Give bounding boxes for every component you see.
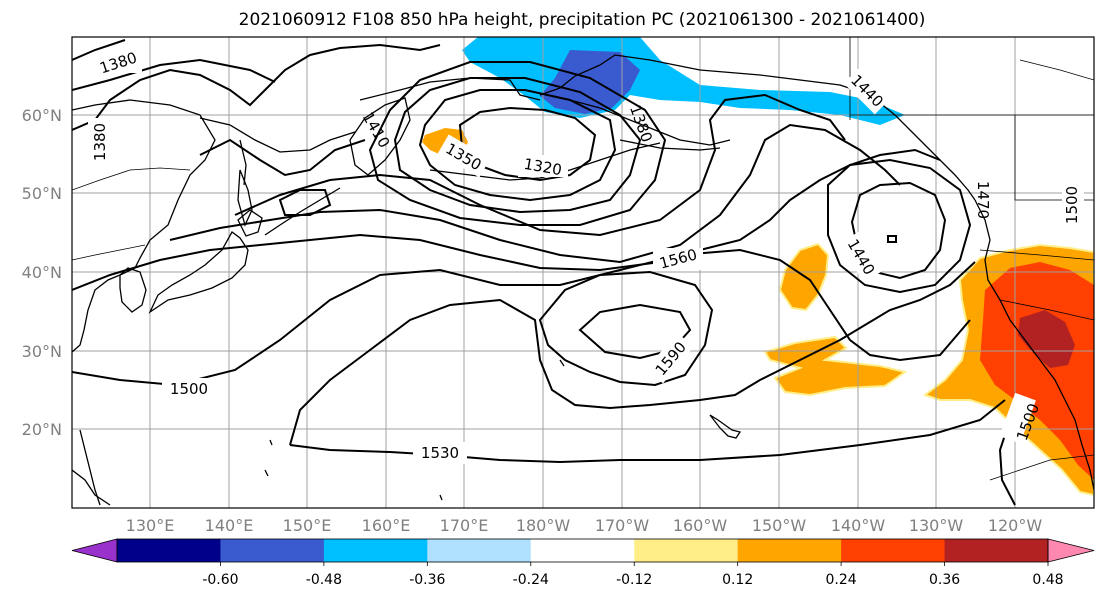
lon-label: 140°W <box>831 516 886 535</box>
colorbar-tick-label: -0.48 <box>306 572 342 588</box>
longitude-labels: 130°E 140°E 150°E 160°E 170°E 180°W 170°… <box>126 516 1043 535</box>
map-frame <box>71 36 1095 509</box>
colorbar: -0.60 -0.48 -0.36 -0.24 -0.12 0.12 0.24 0.36 0.4… <box>71 538 1095 588</box>
lat-label: 40°N <box>22 263 62 282</box>
contour-label: 1380 <box>91 123 109 161</box>
contour-label: 1500 <box>170 380 208 398</box>
lon-label: 120°W <box>988 516 1043 535</box>
colorbar-tick-label: 0.12 <box>722 572 753 588</box>
contour-label: 1470 <box>974 181 992 219</box>
height-contours <box>72 39 1016 506</box>
lat-label: 30°N <box>22 342 62 361</box>
colorbar-bin <box>117 539 221 562</box>
lon-label: 160°E <box>362 516 411 535</box>
colorbar-tick-label: 0.48 <box>1032 572 1063 588</box>
lon-label: 140°E <box>205 516 254 535</box>
colorbar-tick-label: -0.60 <box>202 572 238 588</box>
map-title: 2021060912 F108 850 hPa height, precipit… <box>239 10 926 30</box>
colorbar-bin <box>841 539 946 562</box>
colorbar-bin <box>427 539 532 562</box>
contour-label: 1530 <box>421 444 459 462</box>
colorbar-tick-label: -0.12 <box>616 572 652 588</box>
lat-label: 20°N <box>22 420 62 439</box>
lon-label: 170°E <box>440 516 489 535</box>
lon-label: 160°W <box>673 516 728 535</box>
colorbar-extend-high <box>1047 538 1095 563</box>
colorbar-bin <box>944 539 1049 562</box>
colorbar-tick-label: 0.24 <box>826 572 857 588</box>
colorbar-bin <box>530 539 635 562</box>
lon-label: 150°W <box>752 516 807 535</box>
colorbar-outline <box>116 538 1049 563</box>
colorbar-bin <box>323 539 428 562</box>
lon-label: 180°W <box>516 516 571 535</box>
colorbar-bin <box>220 539 325 562</box>
lon-label: 130°E <box>126 516 175 535</box>
contour-label: 1500 <box>1063 186 1081 224</box>
lon-label: 170°W <box>595 516 650 535</box>
colorbar-tick-label: 0.36 <box>929 572 960 588</box>
latitude-labels: 60°N 50°N 40°N 30°N 20°N <box>22 106 62 439</box>
colorbar-bin <box>634 539 739 562</box>
colorbar-extend-low <box>71 538 118 563</box>
colorbar-tick-label: -0.36 <box>409 572 445 588</box>
map-panel: 1380 1380 1410 1350 1320 1380 1440 1440 … <box>71 36 1095 509</box>
lon-label: 150°E <box>283 516 332 535</box>
lat-label: 50°N <box>22 184 62 203</box>
lat-label: 60°N <box>22 106 62 125</box>
precip-positive-west-us <box>922 243 1094 497</box>
lon-label: 130°W <box>909 516 964 535</box>
colorbar-tick-label: -0.24 <box>513 572 549 588</box>
colorbar-bin <box>737 539 842 562</box>
